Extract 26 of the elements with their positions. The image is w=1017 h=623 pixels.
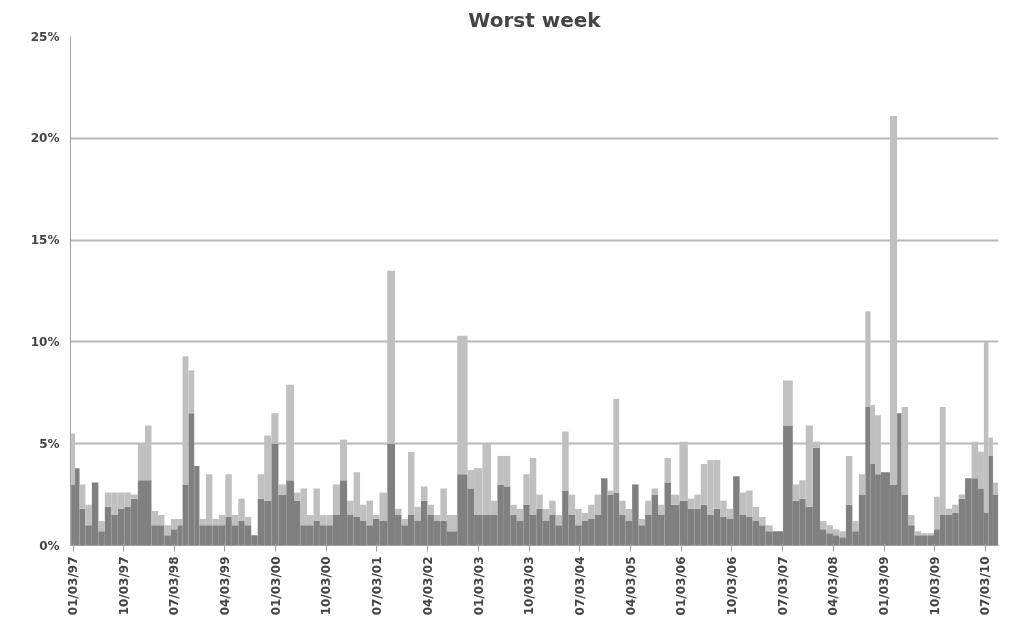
x-tick-label: 07/03/01 bbox=[370, 556, 384, 616]
y-tick-label: 5% bbox=[39, 436, 60, 451]
x-tick-label: 10/03/00 bbox=[319, 556, 334, 616]
x-tick-label: 01/03/03 bbox=[471, 556, 486, 616]
x-tick-label: 10/03/97 bbox=[116, 556, 131, 616]
x-tick-label: 04/03/08 bbox=[826, 556, 841, 616]
x-tick-label: 07/03/10 bbox=[978, 556, 993, 616]
y-tick-label: 0% bbox=[39, 538, 60, 553]
x-tick-label: 10/03/06 bbox=[724, 556, 739, 616]
y-tick-label: 20% bbox=[30, 131, 60, 146]
x-tick-label: 07/03/98 bbox=[167, 556, 182, 616]
x-tick-label: 10/03/03 bbox=[522, 556, 537, 616]
x-tick-label: 01/03/97 bbox=[66, 556, 81, 616]
x-tick-label: 01/03/00 bbox=[268, 556, 283, 616]
x-tick-label: 04/03/05 bbox=[623, 556, 638, 616]
x-tick-label: 07/03/07 bbox=[775, 556, 790, 616]
x-tick-label: 04/03/02 bbox=[420, 556, 435, 616]
y-tick-label: 25% bbox=[30, 29, 60, 44]
x-tick-label: 01/03/09 bbox=[877, 556, 892, 616]
x-tick-label: 01/03/06 bbox=[674, 556, 689, 616]
chart-title: Worst week bbox=[468, 7, 602, 32]
x-tick-label: 10/03/09 bbox=[927, 556, 942, 616]
x-tick-label: 04/03/99 bbox=[217, 556, 232, 616]
y-tick-label: 15% bbox=[30, 233, 60, 248]
y-tick-label: 10% bbox=[30, 334, 60, 349]
x-tick-label: 07/03/04 bbox=[572, 556, 587, 616]
